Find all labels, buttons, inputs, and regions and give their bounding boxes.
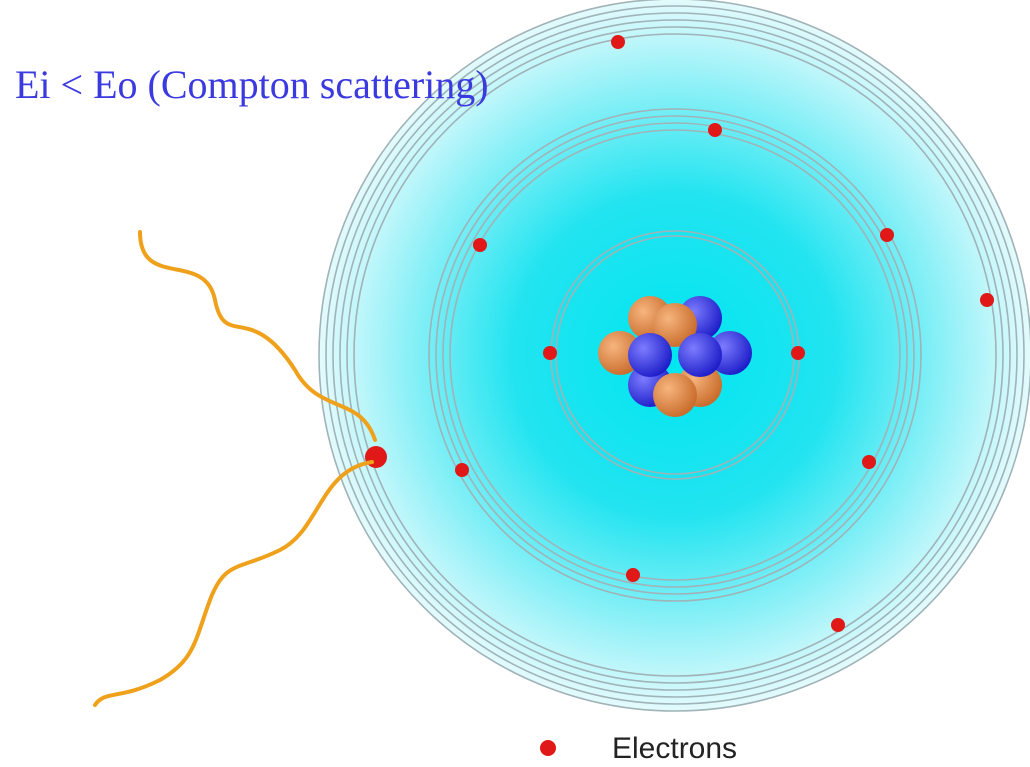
scattered-photon	[95, 462, 372, 705]
legend-label: Electrons	[612, 732, 737, 765]
diagram: Ei < Eo (Compton scattering) Electrons	[0, 0, 1030, 767]
legend-marker	[540, 740, 556, 756]
page: {"title": "Ei < Eo (Compton scattering)"…	[0, 0, 1030, 767]
title: Ei < Eo (Compton scattering)	[15, 62, 489, 107]
